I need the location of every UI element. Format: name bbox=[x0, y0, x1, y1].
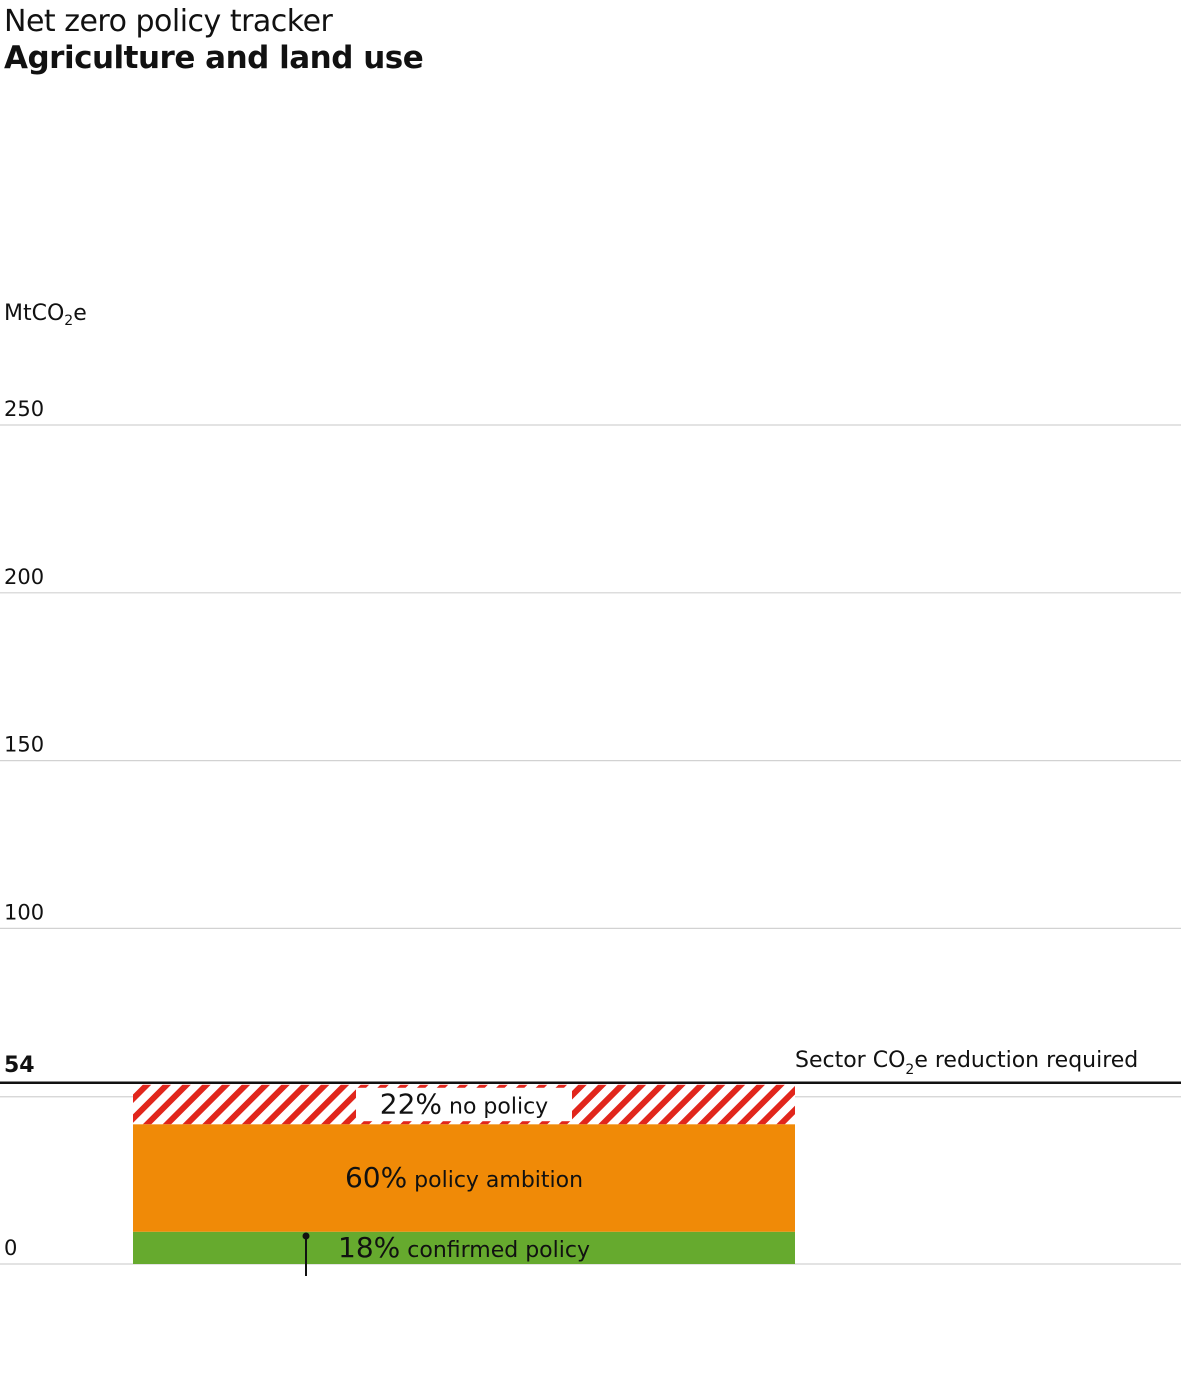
target-caption: Sector CO2e reduction required bbox=[795, 1048, 1138, 1078]
y-tick-250: 250 bbox=[4, 397, 44, 421]
segment-percent-policy-ambition: 60% bbox=[345, 1161, 407, 1194]
y-tick-0: 0 bbox=[4, 1236, 17, 1260]
unit-sub: 2 bbox=[64, 313, 73, 329]
bar-segment-policy-ambition bbox=[133, 1124, 795, 1232]
stacked-bar: 18% confirmed policy 60% policy ambition 2… bbox=[133, 1084, 795, 1264]
segment-percent-confirmed-policy: 18% bbox=[338, 1231, 400, 1264]
chart-title: Agriculture and land use bbox=[4, 40, 424, 76]
segment-name-confirmed-policy: confirmed policy bbox=[400, 1238, 590, 1263]
baseline-pin-marker bbox=[302, 1232, 310, 1276]
target-caption-pre: Sector CO bbox=[795, 1048, 905, 1073]
target-caption-post: e reduction required bbox=[914, 1048, 1138, 1073]
y-tick-200: 200 bbox=[4, 565, 44, 589]
y-tick-150: 150 bbox=[4, 733, 44, 757]
y-tick-labels: 0 100 150 200 250 bbox=[4, 397, 44, 1260]
bar-segment-confirmed-policy bbox=[133, 1231, 795, 1264]
y-axis-unit-label: MtCO2e bbox=[4, 301, 87, 329]
y-tick-100: 100 bbox=[4, 900, 44, 924]
pin-head bbox=[302, 1232, 310, 1240]
unit-main: MtCO bbox=[4, 301, 64, 326]
segment-label-policy-ambition: 60% policy ambition bbox=[345, 1161, 583, 1194]
segment-name-no-policy: no policy bbox=[442, 1094, 548, 1119]
segment-label-confirmed-policy: 18% confirmed policy bbox=[338, 1231, 590, 1264]
label-box-no-policy bbox=[356, 1087, 572, 1122]
segment-name-policy-ambition: policy ambition bbox=[407, 1168, 583, 1193]
chart-kicker: Net zero policy tracker bbox=[4, 4, 333, 39]
segment-percent-no-policy: 22% bbox=[380, 1087, 442, 1120]
target-line-group: 54 Sector CO2e reduction required bbox=[0, 1048, 1181, 1085]
unit-end: e bbox=[73, 301, 87, 326]
segment-label-no-policy: 22% no policy bbox=[380, 1087, 548, 1120]
target-value-label: 54 bbox=[4, 1053, 35, 1078]
target-caption-sub: 2 bbox=[905, 1062, 914, 1078]
